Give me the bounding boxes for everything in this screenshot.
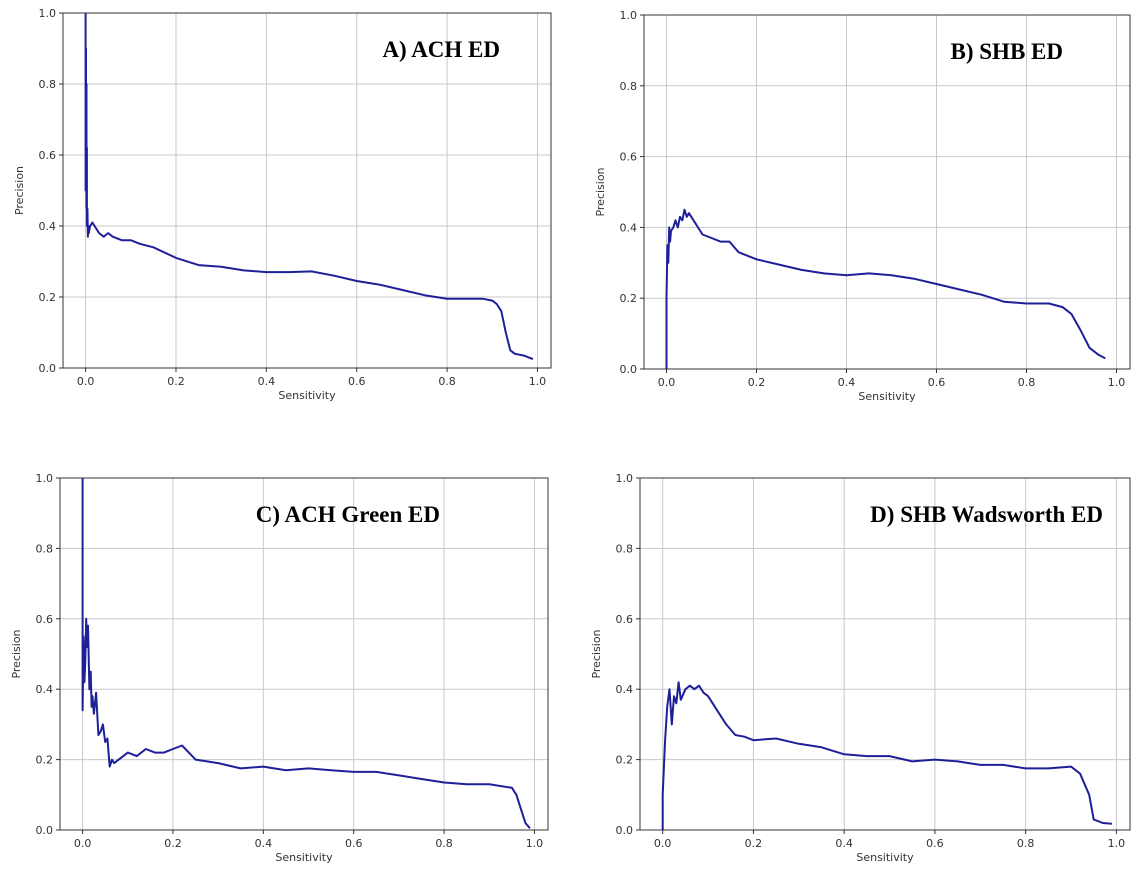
x-tick-label: 0.8 — [438, 375, 456, 388]
x-tick-label: 1.0 — [1108, 837, 1126, 850]
x-tick-label: 0.4 — [835, 837, 853, 850]
x-tick-label: 0.4 — [255, 837, 273, 850]
x-tick-label: 0.0 — [658, 376, 676, 389]
plot-frame — [643, 14, 1131, 370]
x-tick-label: 0.4 — [838, 376, 856, 389]
x-tick-label: 0.0 — [74, 837, 92, 850]
x-tick-label: 0.2 — [167, 375, 185, 388]
x-axis-label: Sensitivity — [275, 851, 333, 864]
y-tick-label: 1.0 — [36, 472, 54, 485]
plot-frame — [62, 12, 552, 369]
x-tick-label: 1.0 — [529, 375, 547, 388]
y-tick-label: 0.8 — [620, 80, 638, 93]
y-tick-label: 0.8 — [39, 78, 57, 91]
y-tick-label: 0.2 — [620, 292, 638, 305]
x-tick-label: 0.8 — [435, 837, 453, 850]
chart-panel-4: 0.0 0.2 0.4 0.6 0.8 1.0 0.0 0.2 0.4 0.6 0.8 1.0 Sens… — [590, 472, 1131, 864]
y-tick-label: 0.4 — [36, 683, 54, 696]
y-axis-label: Precision — [13, 166, 26, 215]
x-tick-label: 0.0 — [654, 837, 672, 850]
plot-frame — [59, 477, 549, 831]
x-tick-label: 1.0 — [526, 837, 544, 850]
y-tick-label: 0.4 — [620, 221, 638, 234]
x-tick-label: 0.2 — [748, 376, 766, 389]
y-tick-label: 0.6 — [616, 613, 634, 626]
precision-recall-curve — [661, 681, 1112, 830]
x-axis-label: Sensitivity — [858, 390, 916, 403]
precision-recall-curve — [81, 478, 531, 829]
y-tick-label: 0.2 — [39, 291, 57, 304]
x-tick-label: 0.8 — [1018, 376, 1036, 389]
precision-recall-curve — [84, 13, 534, 361]
y-tick-label: 0.0 — [620, 363, 638, 376]
x-tick-label: 0.6 — [348, 375, 366, 388]
y-tick-label: 0.6 — [39, 149, 57, 162]
x-axis-label: Sensitivity — [856, 851, 914, 864]
y-tick-label: 1.0 — [616, 472, 634, 485]
precision-recall-curve — [665, 208, 1106, 369]
x-tick-label: 0.6 — [345, 837, 363, 850]
x-tick-label: 0.0 — [77, 375, 95, 388]
panel-title: D) SHB Wadsworth ED — [870, 502, 1103, 527]
x-tick-label: 0.6 — [928, 376, 946, 389]
y-tick-label: 0.6 — [36, 613, 54, 626]
plot-frame — [639, 477, 1131, 831]
y-tick-label: 0.4 — [616, 683, 634, 696]
y-tick-label: 0.0 — [36, 824, 54, 837]
x-tick-label: 0.2 — [164, 837, 182, 850]
x-tick-label: 0.4 — [258, 375, 276, 388]
panel-title: B) SHB ED — [951, 39, 1063, 64]
y-tick-label: 0.8 — [616, 542, 634, 555]
y-tick-label: 1.0 — [620, 9, 638, 22]
x-tick-label: 1.0 — [1108, 376, 1126, 389]
x-tick-label: 0.2 — [745, 837, 763, 850]
y-axis-label: Precision — [594, 167, 607, 216]
y-axis-label: Precision — [590, 629, 603, 678]
y-tick-label: 0.2 — [616, 754, 634, 767]
x-tick-label: 0.6 — [926, 837, 944, 850]
x-tick-label: 0.8 — [1017, 837, 1035, 850]
y-tick-label: 1.0 — [39, 7, 57, 20]
panel-title: C) ACH Green ED — [256, 502, 440, 527]
y-axis-label: Precision — [10, 629, 23, 678]
y-tick-label: 0.0 — [39, 362, 57, 375]
chart-panel-3: 0.0 0.2 0.4 0.6 0.8 1.0 0.0 0.2 0.4 0.6 0.8 1.0 Sens… — [10, 472, 549, 864]
x-axis-label: Sensitivity — [278, 389, 336, 402]
chart-panel-1: 0.0 0.2 0.4 0.6 0.8 1.0 0.0 0.2 0.4 0.6 0.8 1.0 Sens… — [13, 7, 552, 402]
chart-panel-2: 0.0 0.2 0.4 0.6 0.8 1.0 0.0 0.2 0.4 0.6 0.8 1.0 Sens… — [594, 9, 1131, 403]
y-tick-label: 0.8 — [36, 542, 54, 555]
y-tick-label: 0.2 — [36, 754, 54, 767]
y-tick-label: 0.0 — [616, 824, 634, 837]
y-tick-label: 0.6 — [620, 151, 638, 164]
panel-title: A) ACH ED — [382, 37, 500, 62]
y-tick-label: 0.4 — [39, 220, 57, 233]
